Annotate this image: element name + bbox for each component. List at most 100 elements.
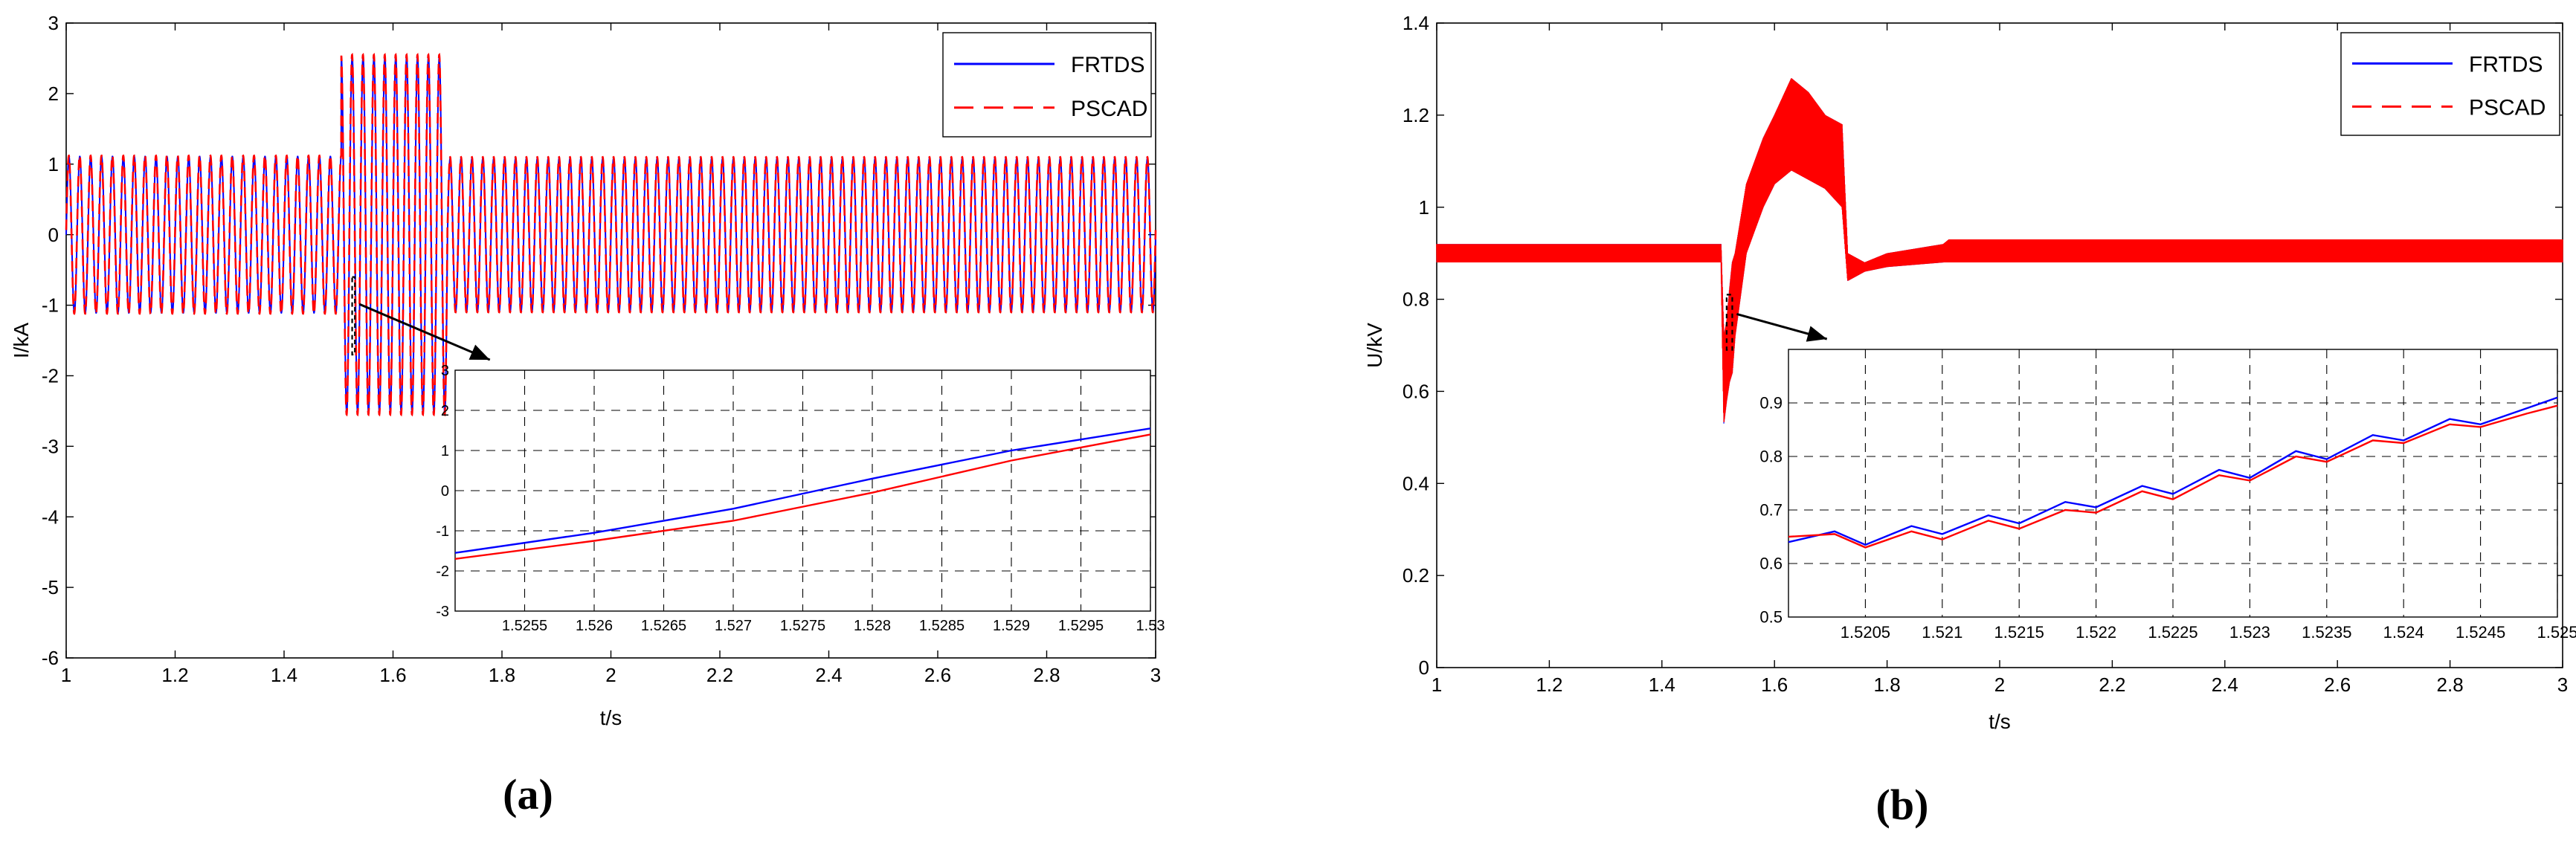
y-tick-label: 0.6 — [1403, 381, 1429, 403]
inset-y-tick-label: 0.5 — [1759, 608, 1783, 627]
inset-x-tick-label: 1.5225 — [2148, 623, 2197, 642]
inset-series-line — [454, 433, 1151, 560]
y-tick-label: 0 — [1419, 656, 1429, 679]
inset-x-tick-label: 1.521 — [1922, 623, 1962, 642]
x-axis-label: t/s — [1989, 710, 2011, 733]
y-tick-label: -1 — [42, 294, 59, 317]
inset-y-tick-label: 0.8 — [1759, 448, 1783, 466]
y-tick-label: -3 — [42, 435, 59, 457]
x-tick-label: 2.6 — [924, 664, 951, 686]
x-tick-label: 1.8 — [1874, 674, 1901, 696]
inset-series-line — [1788, 404, 2558, 549]
inset-x-tick-label: 1.5235 — [2302, 623, 2351, 642]
inset-y-tick-label: 2 — [441, 403, 449, 419]
inset-y-tick-label: -3 — [436, 604, 449, 620]
inset-y-tick-label: 0.6 — [1759, 555, 1783, 573]
y-tick-label: -6 — [42, 647, 59, 669]
x-tick-label: 2 — [1994, 674, 2005, 696]
x-tick-label: 1.2 — [1536, 674, 1562, 696]
inset-x-tick-label: 1.523 — [2229, 623, 2270, 642]
x-tick-label: 2 — [605, 664, 616, 686]
inset-y-tick-label: 0.9 — [1759, 394, 1783, 413]
legend-box — [942, 32, 1152, 138]
series-line-pscad — [1436, 78, 2563, 422]
zoom-box — [1725, 294, 1733, 351]
panel-label: (b) — [1876, 781, 1929, 829]
chart-a-current: 1 1.2 1.4 1.6 1.8 2 2.2 2.4 2.6 2.8 3 -6 -5 -4 -3 -2 -1 0… — [10, 12, 1165, 818]
inset: 1.5255 1.526 1.5265 1.527 1.5275 1.528 1.5285 1… — [436, 363, 1165, 634]
inset-y-tick-label: 1 — [441, 443, 449, 459]
y-tick-label: -2 — [42, 365, 59, 387]
x-tick-label: 2.2 — [706, 664, 733, 686]
x-tick-label: 1.6 — [379, 664, 406, 686]
legend-label: PSCAD — [1071, 97, 1147, 121]
legend-box — [2340, 32, 2560, 136]
y-tick-label: 0.8 — [1403, 288, 1429, 311]
inset-x-tick-label: 1.5265 — [641, 618, 686, 634]
inset-y-tick-label: 3 — [441, 363, 449, 379]
zoom-box — [351, 276, 356, 356]
y-tick-label: 0.4 — [1403, 472, 1429, 494]
y-tick-label: -4 — [42, 506, 59, 528]
y-tick-label: -5 — [42, 576, 59, 598]
legend-label: FRTDS — [1071, 53, 1144, 77]
zoom-arrow — [358, 303, 491, 361]
inset-x-tick-label: 1.528 — [854, 618, 891, 634]
zoom-arrow-head — [468, 344, 490, 360]
inset-x-tick-label: 1.5295 — [1058, 618, 1104, 634]
x-tick-label: 2.2 — [2099, 674, 2125, 696]
panel-label: (a) — [503, 770, 553, 818]
inset-x-tick-label: 1.529 — [993, 618, 1030, 634]
legend-label: PSCAD — [2469, 95, 2546, 120]
inset-x-tick-label: 1.522 — [2076, 623, 2116, 642]
inset-x-tick-label: 1.53 — [1136, 618, 1165, 634]
x-tick-label: 1.4 — [1649, 674, 1675, 696]
chart-b-voltage: 1 1.2 1.4 1.6 1.8 2 2.2 2.4 2.6 2.8 3 0 0.2 0.4 0.6 0.8… — [1363, 12, 2576, 829]
zoom-arrow-head — [1806, 326, 1827, 342]
inset-y-tick-label: -1 — [436, 523, 449, 540]
x-tick-label: 3 — [1150, 664, 1161, 686]
y-tick-label: 1 — [1419, 196, 1429, 219]
x-tick-label: 2.8 — [1033, 664, 1060, 686]
x-tick-label: 2.6 — [2324, 674, 2351, 696]
legend: FRTDS PSCAD — [942, 32, 1152, 138]
y-tick-label: 2 — [48, 83, 59, 105]
y-tick-label: 0 — [48, 224, 59, 246]
inset-x-tick-label: 1.5215 — [1994, 623, 2044, 642]
x-tick-label: 2.4 — [2212, 674, 2238, 696]
inset-x-tick-label: 1.5255 — [502, 618, 547, 634]
series-group — [65, 53, 1157, 417]
inset-series-line — [454, 427, 1151, 554]
x-tick-label: 2.4 — [815, 664, 842, 686]
y-tick-label: 3 — [48, 12, 59, 34]
series-line-pscad — [65, 53, 1157, 417]
y-tick-label: 1.2 — [1403, 104, 1429, 126]
inset-y-tick-label: 0 — [441, 483, 449, 500]
inset-x-tick-label: 1.5275 — [780, 618, 825, 634]
inset-x-tick-label: 1.527 — [715, 618, 752, 634]
x-tick-label: 1.4 — [271, 664, 297, 686]
y-axis-label: I/kA — [10, 323, 33, 359]
x-tick-label: 1.2 — [161, 664, 188, 686]
inset-x-tick-label: 1.5285 — [919, 618, 965, 634]
x-tick-label: 3 — [2557, 674, 2568, 696]
x-tick-label: 1.8 — [489, 664, 515, 686]
inset-x-tick-label: 1.525 — [2537, 623, 2576, 642]
inset-series-line — [1788, 396, 2558, 546]
y-tick-label: 0.2 — [1403, 564, 1429, 587]
x-tick-label: 1.6 — [1761, 674, 1788, 696]
x-tick-label: 1 — [1432, 674, 1442, 696]
inset-x-tick-label: 1.526 — [576, 618, 613, 634]
inset-x-tick-label: 1.5245 — [2456, 623, 2505, 642]
series-group — [1436, 78, 2563, 424]
y-tick-label: 1.4 — [1403, 12, 1429, 34]
y-tick-label: 1 — [48, 153, 59, 175]
x-tick-label: 1 — [61, 664, 71, 686]
inset-y-tick-label: -2 — [436, 564, 449, 580]
legend-label: FRTDS — [2469, 52, 2543, 77]
inset: 1.5205 1.521 1.5215 1.522 1.5225 1.523 1.5235 1… — [1759, 349, 2576, 642]
x-axis-label: t/s — [600, 706, 622, 729]
legend: FRTDS PSCAD — [2340, 32, 2560, 136]
x-tick-label: 2.8 — [2437, 674, 2464, 696]
